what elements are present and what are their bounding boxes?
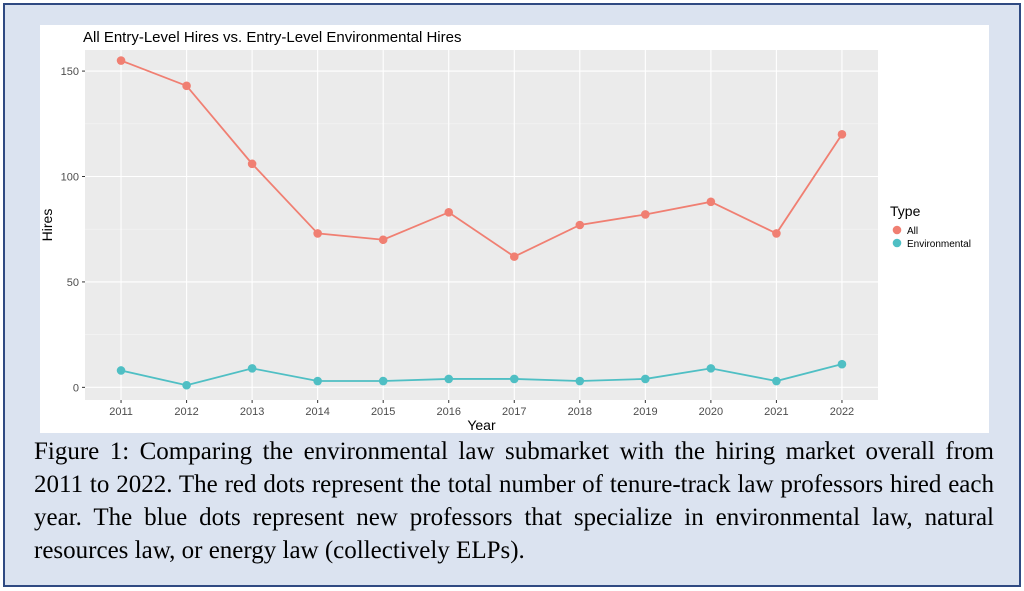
data-point [575, 376, 585, 386]
data-point [313, 376, 322, 386]
data-point [182, 380, 191, 390]
plot-card: 0 50 100 150 2011 2012 2013 2014 2015 2016 2017 201… [40, 25, 989, 433]
data-point [837, 130, 847, 139]
x-tick-label: 2018 [568, 406, 592, 418]
data-point [444, 374, 454, 384]
x-tick-label: 2012 [174, 406, 198, 418]
x-tick-label: 2021 [764, 406, 788, 418]
figure-caption: Figure 1: Comparing the environmental la… [34, 438, 994, 564]
series-line [120, 363, 843, 387]
legend-title: Type [890, 203, 921, 219]
data-point [509, 252, 519, 261]
data-point [116, 56, 126, 65]
y-tick-label: 150 [61, 66, 79, 78]
legend-label: All [907, 226, 918, 237]
data-point [772, 376, 781, 386]
data-point [116, 366, 126, 375]
data-point [247, 364, 257, 373]
y-tick-label: 100 [61, 172, 79, 184]
x-tick-label: 2014 [305, 406, 329, 418]
line-chart: 0 50 100 150 2011 2012 2013 2014 2015 2016 2017 201… [40, 29, 971, 433]
data-point [378, 376, 388, 386]
x-tick-label: 2013 [240, 406, 264, 418]
series-line [120, 59, 843, 258]
data-point [313, 229, 322, 238]
data-point [378, 235, 388, 245]
data-point [706, 197, 716, 207]
x-tick-label: 2020 [699, 406, 723, 418]
data-point [772, 229, 781, 238]
data-point [247, 159, 257, 169]
legend-label: Environmental [907, 239, 971, 250]
x-tick-label: 2017 [502, 406, 526, 418]
data-point [706, 364, 716, 373]
data-point [641, 210, 650, 219]
plot-panel [85, 50, 878, 400]
x-tick-label: 2011 [109, 406, 133, 418]
data-point [182, 81, 191, 91]
y-axis-label: Hires [40, 209, 55, 242]
chart-title: All Entry-Level Hires vs. Entry-Level En… [83, 29, 461, 46]
figure-frame: 0 50 100 150 2011 2012 2013 2014 2015 2016 2017 201… [3, 3, 1021, 587]
data-point [575, 220, 585, 230]
x-tick-label: 2019 [633, 406, 657, 418]
legend-key [892, 225, 902, 235]
y-tick-label: 0 [73, 382, 79, 394]
data-point [837, 359, 847, 369]
x-tick-label: 2015 [371, 406, 395, 418]
x-tick-label: 2022 [830, 406, 854, 418]
legend-key [892, 238, 902, 248]
x-tick-label: 2016 [436, 406, 460, 418]
data-point [641, 374, 650, 384]
y-tick-label: 50 [67, 277, 79, 289]
data-point [444, 208, 454, 217]
data-point [509, 374, 519, 384]
x-axis-label: Year [467, 417, 496, 433]
